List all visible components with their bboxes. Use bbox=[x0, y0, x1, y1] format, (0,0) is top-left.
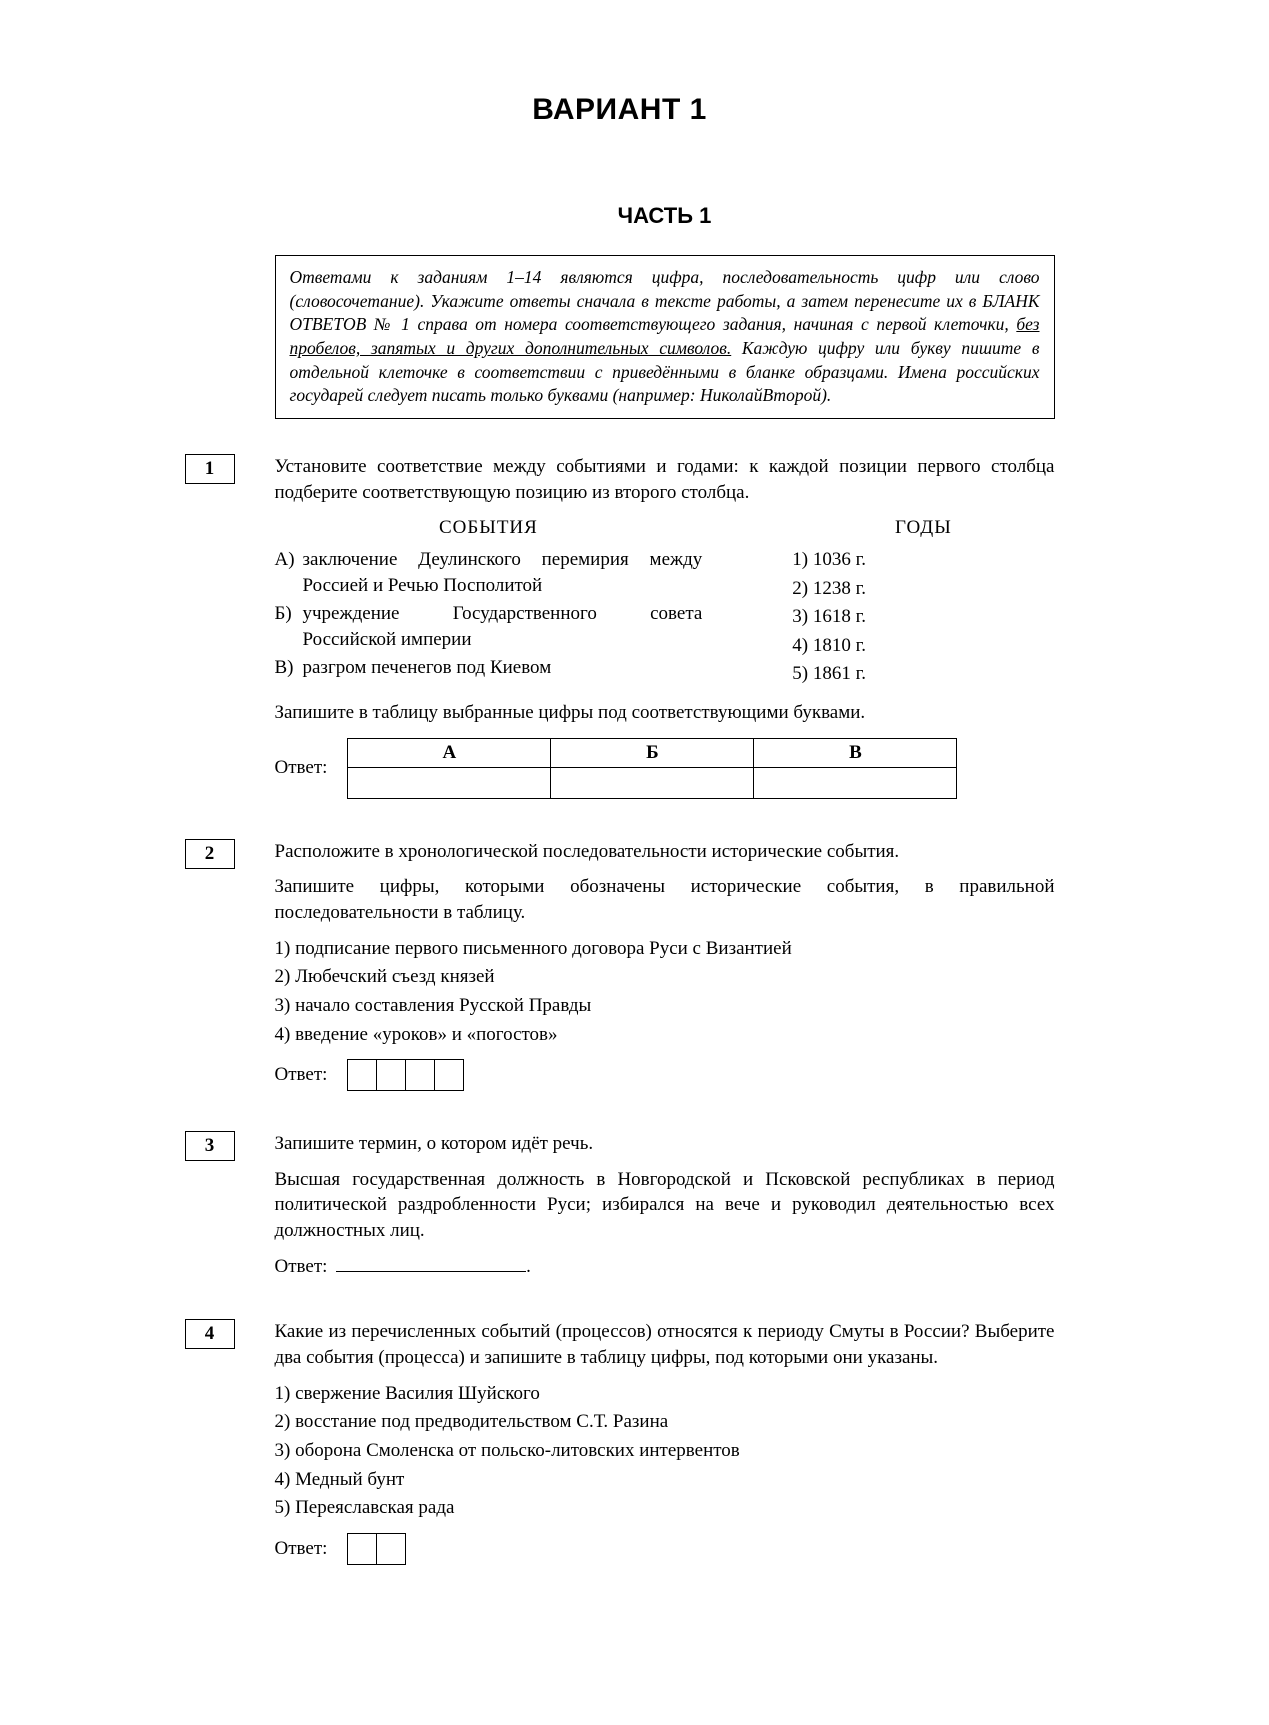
event-letter: А) bbox=[275, 547, 303, 598]
answer-cell[interactable] bbox=[406, 1060, 435, 1091]
task2-p1: Расположите в хронологической последоват… bbox=[275, 839, 1055, 865]
list-item: 3) оборона Смоленска от польско-литовски… bbox=[275, 1438, 1055, 1464]
task-2: 2 Расположите в хронологической последов… bbox=[275, 839, 1055, 1091]
task-number-2: 2 bbox=[185, 839, 235, 869]
list-item: 5) Переяславская рада bbox=[275, 1495, 1055, 1521]
answer-cell[interactable] bbox=[348, 767, 551, 798]
event-letter: Б) bbox=[275, 601, 303, 652]
year-item: 2) 1238 г. bbox=[792, 576, 1054, 602]
task4-p1: Какие из перечисленных событий (процессо… bbox=[275, 1319, 1055, 1370]
answer-label: Ответ: bbox=[275, 1536, 328, 1562]
list-item: 4) Медный бунт bbox=[275, 1467, 1055, 1493]
answer-cell[interactable] bbox=[754, 767, 957, 798]
task-4: 4 Какие из перечисленных событий (процес… bbox=[275, 1319, 1055, 1564]
events-head: СОБЫТИЯ bbox=[275, 515, 703, 541]
answer-cells-4[interactable] bbox=[347, 1059, 464, 1091]
year-item: 3) 1618 г. bbox=[792, 604, 1054, 630]
period: . bbox=[526, 1256, 531, 1277]
answer-cell[interactable] bbox=[377, 1533, 406, 1564]
answer-label: Ответ: bbox=[275, 1256, 328, 1277]
answer-blank-line[interactable] bbox=[336, 1271, 526, 1272]
list-item: 2) Любечский съезд князей bbox=[275, 964, 1055, 990]
task3-p1: Запишите термин, о котором идёт речь. bbox=[275, 1131, 1055, 1157]
task-3: 3 Запишите термин, о котором идёт речь. … bbox=[275, 1131, 1055, 1279]
task-number-1: 1 bbox=[185, 454, 235, 484]
answer-cell[interactable] bbox=[348, 1533, 377, 1564]
year-item: 5) 1861 г. bbox=[792, 661, 1054, 687]
task-number-3: 3 bbox=[185, 1131, 235, 1161]
year-item: 4) 1810 г. bbox=[792, 633, 1054, 659]
year-item: 1) 1036 г. bbox=[792, 547, 1054, 573]
task-1: 1 Установите соответствие между событиям… bbox=[275, 454, 1055, 799]
list-item: 4) введение «уроков» и «погостов» bbox=[275, 1022, 1055, 1048]
task2-options: 1) подписание первого письменного догово… bbox=[275, 936, 1055, 1048]
list-item: 1) подписание первого письменного догово… bbox=[275, 936, 1055, 962]
col-a: А bbox=[348, 738, 551, 767]
task3-p2: Высшая государственная должность в Новго… bbox=[275, 1167, 1055, 1244]
answer-cell[interactable] bbox=[348, 1060, 377, 1091]
event-text: заключение Деулинского перемирия между Р… bbox=[303, 547, 703, 598]
task2-p2: Запишите цифры, которыми обозначены исто… bbox=[275, 874, 1055, 925]
col-v: В bbox=[754, 738, 957, 767]
event-text: разгром печенегов под Киевом bbox=[303, 655, 703, 681]
list-item: 2) восстание под предводительством С.Т. … bbox=[275, 1409, 1055, 1435]
answer-cell[interactable] bbox=[435, 1060, 464, 1091]
event-letter: В) bbox=[275, 655, 303, 681]
answer-table-abv[interactable]: А Б В bbox=[347, 738, 957, 799]
answer-label: Ответ: bbox=[275, 1062, 328, 1088]
answer-cells-2[interactable] bbox=[347, 1533, 406, 1565]
task-number-4: 4 bbox=[185, 1319, 235, 1349]
heading-part: ЧАСТЬ 1 bbox=[275, 201, 1055, 231]
task1-post: Запишите в таблицу выбранные цифры под с… bbox=[275, 700, 1055, 726]
event-text: учреждение Государственного совета Росси… bbox=[303, 601, 703, 652]
list-item: 3) начало составления Русской Правды bbox=[275, 993, 1055, 1019]
answer-cell[interactable] bbox=[551, 767, 754, 798]
years-head: ГОДЫ bbox=[792, 515, 1054, 541]
answer-cell[interactable] bbox=[377, 1060, 406, 1091]
task4-options: 1) свержение Василия Шуйского 2) восстан… bbox=[275, 1381, 1055, 1521]
answer-label: Ответ: bbox=[275, 755, 328, 781]
heading-variant: ВАРИАНТ 1 bbox=[185, 90, 1055, 131]
task3-answer-line: Ответ: . bbox=[275, 1254, 1055, 1280]
col-b: Б bbox=[551, 738, 754, 767]
instruction-text-a: Ответами к заданиям 1–14 являются цифра,… bbox=[290, 267, 1040, 334]
task1-prompt: Установите соответствие между событиями … bbox=[275, 454, 1055, 505]
list-item: 1) свержение Василия Шуйского bbox=[275, 1381, 1055, 1407]
instruction-box: Ответами к заданиям 1–14 являются цифра,… bbox=[275, 255, 1055, 419]
